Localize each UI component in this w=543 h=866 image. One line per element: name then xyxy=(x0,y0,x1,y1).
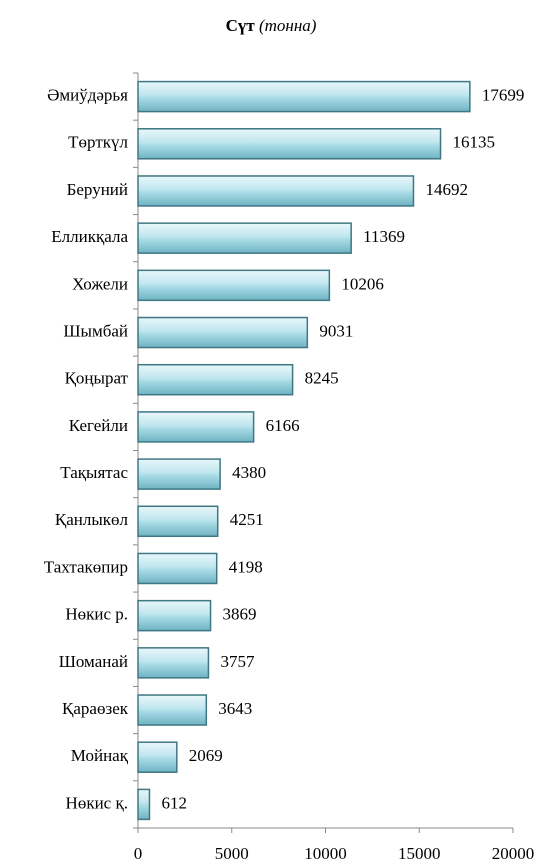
bar xyxy=(137,741,178,773)
value-label: 4380 xyxy=(232,463,266,482)
value-label: 9031 xyxy=(319,321,353,340)
y-tick-label: Қанлыкөл xyxy=(55,510,129,529)
y-tick-label: Беруний xyxy=(67,180,128,199)
value-label: 10206 xyxy=(341,274,384,293)
x-tick-label: 20000 xyxy=(492,844,535,861)
value-label: 11369 xyxy=(363,227,405,246)
title: Сүт xyxy=(226,16,256,35)
y-tick-label: Шоманай xyxy=(59,652,128,671)
unit: (тонна) xyxy=(259,16,317,35)
y-tick-label: Кегейли xyxy=(69,416,128,435)
y-tick-label: Қоңырат xyxy=(65,369,129,388)
y-tick-label: Хожели xyxy=(72,274,128,293)
bar xyxy=(137,788,151,821)
y-tick-label: Нөкис қ. xyxy=(66,793,128,812)
bar xyxy=(137,80,471,113)
bar xyxy=(137,128,442,160)
value-label: 612 xyxy=(161,793,187,812)
y-tick-label: Төрткүл xyxy=(68,133,128,152)
bar xyxy=(137,175,415,207)
value-label: 16135 xyxy=(453,133,496,152)
value-label: 6166 xyxy=(266,416,300,435)
value-label: 3869 xyxy=(223,605,257,624)
y-tick-label: Әмиўдәрья xyxy=(47,86,128,105)
x-tick-label: 10000 xyxy=(304,844,347,861)
y-tick-label: Елликқала xyxy=(51,227,128,246)
bar xyxy=(137,647,210,679)
value-label: 4198 xyxy=(229,557,263,576)
y-tick-label: Шымбай xyxy=(63,321,128,340)
y-tick-label: Нөкис р. xyxy=(65,605,128,624)
chart-title: Сүт (тонна) xyxy=(226,16,317,35)
bar xyxy=(137,269,331,302)
bar xyxy=(137,222,352,254)
x-tick-label: 5000 xyxy=(215,844,249,861)
x-tick-label: 0 xyxy=(134,844,143,861)
x-tick-label: 15000 xyxy=(398,844,441,861)
value-label: 2069 xyxy=(189,746,223,765)
y-tick-label: Тақыятас xyxy=(60,463,128,482)
value-label: 3643 xyxy=(218,699,252,718)
value-label: 17699 xyxy=(482,86,525,105)
y-tick-label: Қараөзек xyxy=(62,699,129,718)
bar xyxy=(137,552,218,585)
value-label: 14692 xyxy=(425,180,468,199)
bar xyxy=(137,316,309,349)
bar xyxy=(137,411,255,443)
bar xyxy=(137,694,208,726)
bar xyxy=(137,599,212,632)
bar xyxy=(137,505,219,538)
y-tick-label: Тахтакөпир xyxy=(44,557,128,576)
value-label: 8245 xyxy=(305,369,339,388)
y-tick-label: Мойнақ xyxy=(71,746,129,765)
bar xyxy=(137,458,221,490)
bar xyxy=(137,363,294,396)
value-label: 4251 xyxy=(230,510,264,529)
value-label: 3757 xyxy=(220,652,255,671)
